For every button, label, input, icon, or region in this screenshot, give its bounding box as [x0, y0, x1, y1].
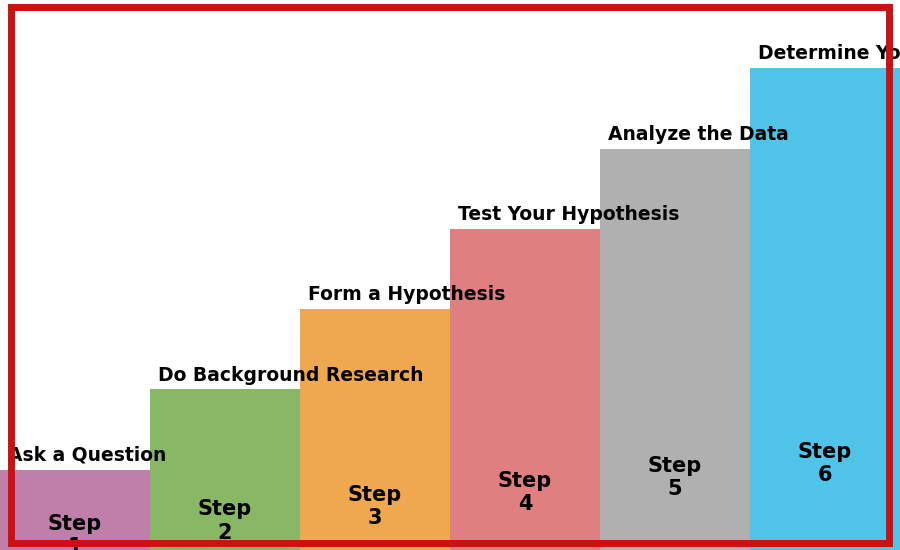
FancyBboxPatch shape	[600, 148, 750, 550]
Text: Analyze the Data: Analyze the Data	[608, 125, 788, 144]
FancyBboxPatch shape	[300, 309, 450, 550]
FancyBboxPatch shape	[0, 470, 150, 550]
Text: Ask a Question: Ask a Question	[7, 446, 166, 465]
Text: Step
1: Step 1	[48, 514, 102, 550]
Text: Test Your Hypothesis: Test Your Hypothesis	[457, 205, 679, 224]
FancyBboxPatch shape	[750, 68, 900, 550]
Text: Form a Hypothesis: Form a Hypothesis	[308, 285, 505, 304]
FancyBboxPatch shape	[150, 389, 300, 550]
Text: Step
3: Step 3	[348, 485, 402, 528]
Text: Step
2: Step 2	[198, 499, 252, 543]
Text: Step
5: Step 5	[648, 456, 702, 499]
Text: Step
4: Step 4	[498, 471, 552, 514]
Text: Do Background Research: Do Background Research	[158, 366, 423, 384]
FancyBboxPatch shape	[450, 229, 600, 550]
Text: Step
6: Step 6	[798, 442, 852, 485]
Text: Determine Your Conclusion: Determine Your Conclusion	[758, 45, 900, 63]
